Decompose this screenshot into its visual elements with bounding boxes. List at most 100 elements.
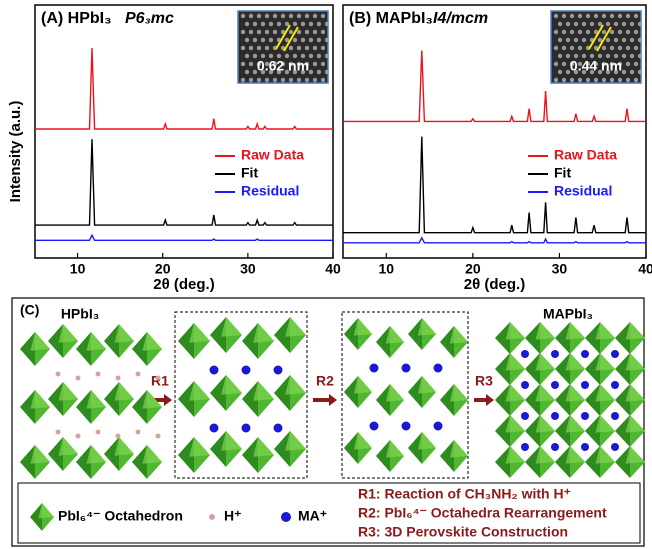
oct-face [615,322,630,354]
oct-face [615,446,630,478]
lattice-dot [633,13,639,19]
lattice-dot [557,69,563,75]
step-label: R3 [475,373,493,389]
legend-entry: Fit [554,165,571,181]
oct-face [449,384,468,402]
lattice-dot [609,13,615,19]
oct-face [408,376,422,408]
oct-face [595,353,615,371]
oct-face [525,384,540,416]
octahedron [242,323,274,359]
oct-face [132,390,147,424]
lattice-dot [284,21,290,27]
lattice-dot [292,69,298,75]
data-line [35,47,333,130]
lattice-dot [613,69,619,75]
lattice-dot [577,29,583,35]
oct-face [595,384,615,402]
lattice-dot [621,37,627,43]
lattice-dot [324,37,330,43]
oct-face [625,353,645,371]
lattice-dot [581,69,587,75]
lattice-dot [292,37,298,43]
lattice-dot [312,77,318,83]
lattice-dot [324,21,330,27]
oct-face [555,353,570,385]
lattice-dot [296,61,302,67]
lattice-dot [577,45,583,51]
lattice-dot [312,13,318,19]
octahedron [408,432,436,464]
lattice-dot [300,37,306,43]
lattice-dot [581,53,587,59]
fringe [275,24,291,50]
lattice-dot [244,37,250,43]
lattice-dot [240,13,246,19]
lattice-dot [304,61,310,67]
oct-face [417,432,436,450]
octahedron [495,415,525,447]
lattice-dot [633,45,639,51]
lattice-dot [573,69,579,75]
reaction-text: R2: PbI₆⁴⁻ Octahedra Rearrangement [358,505,607,521]
lattice-dot [637,53,643,59]
lattice-dot [581,21,587,27]
data-line [35,139,333,226]
octahedron [555,446,585,478]
lattice-dot [260,21,266,27]
oct-face [353,376,372,394]
lattice-dot [320,77,326,83]
oct-face [114,324,134,343]
lattice-dot [609,29,615,35]
lattice-dot [244,21,250,27]
oct-face [525,446,540,478]
oct-face [565,322,585,340]
lattice-dot [573,53,579,59]
inset-image [237,10,330,84]
oct-face [385,440,404,458]
lattice-dot [565,53,571,59]
octahedron [104,382,134,416]
lattice-dot [268,21,274,27]
x-tick-label: 20 [155,261,171,277]
oct-face [242,437,258,473]
oct-face [615,353,630,385]
lattice-dot [589,53,595,59]
oct-face [86,390,106,409]
oct-face [104,437,119,471]
octahedron [555,384,585,416]
octahedron [440,384,468,416]
lattice-dot [320,13,326,19]
lattice-dot [605,69,611,75]
data-line [343,50,646,123]
arrow [474,394,494,406]
lattice-dot [565,21,571,27]
ion [115,433,121,439]
oct-face [242,381,258,417]
lattice-dot [633,61,639,67]
ion [401,363,411,373]
lattice-dot [561,61,567,67]
intermediate-box [174,311,308,479]
lattice-dot [324,53,330,59]
x-axis-label: 2θ (deg.) [153,276,214,293]
ion [521,350,529,358]
lattice-dot [280,13,286,19]
octahedron [615,353,645,385]
octahedron [344,318,372,350]
legend-text: MA⁺ [298,508,327,524]
oct-face [76,390,91,424]
oct-face [48,382,63,416]
oct-face [565,384,585,402]
octahedron [20,332,50,366]
x-tick-label: 30 [240,261,256,277]
lattice-dot [288,77,294,83]
octahedron [344,432,372,464]
lattice-dot [308,21,314,27]
octahedron [525,446,555,478]
lattice-dot [585,29,591,35]
x-tick-label: 40 [638,261,652,277]
ion [135,371,141,377]
x-tick-label: 10 [70,261,86,277]
oct-face [505,322,525,340]
